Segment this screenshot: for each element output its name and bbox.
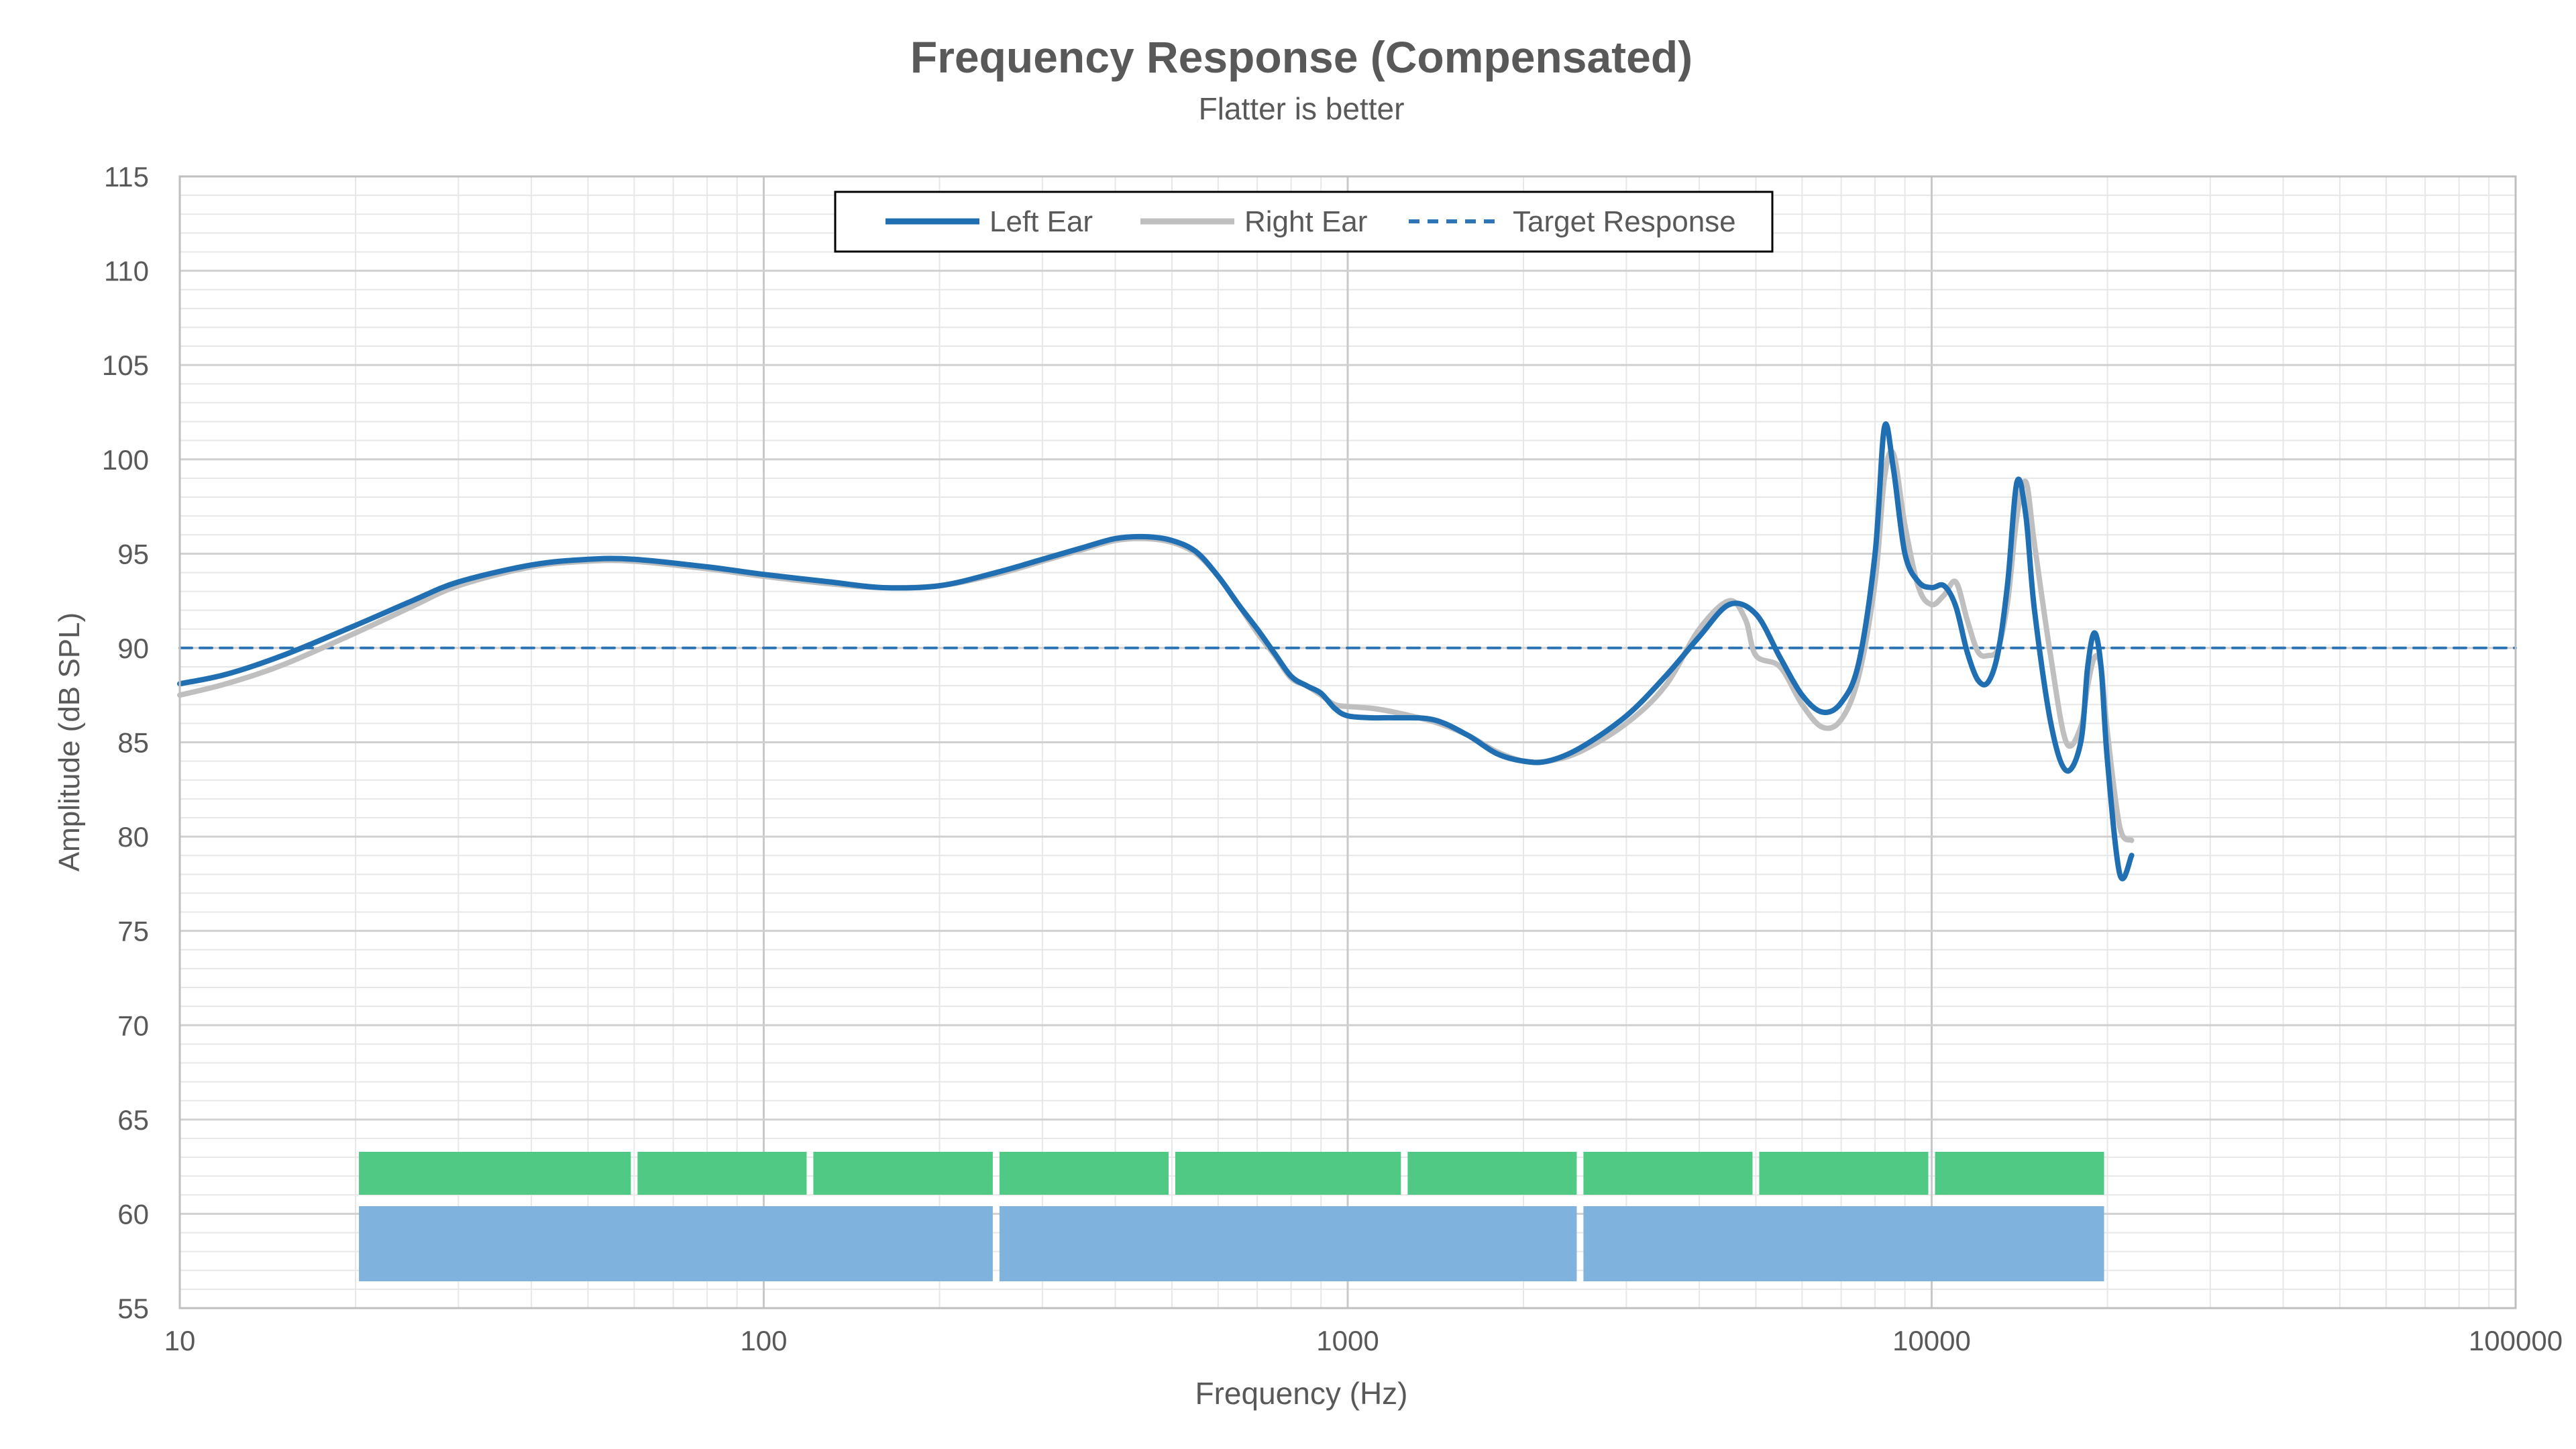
y-tick-label: 95 (117, 538, 149, 570)
x-tick-label: 100 (740, 1325, 787, 1356)
band-small-mid (1175, 1152, 1401, 1195)
y-tick-label: 55 (117, 1293, 149, 1324)
x-tick-label: 10000 (1892, 1325, 1971, 1356)
y-tick-label: 80 (117, 821, 149, 853)
legend: Left Ear Right Ear Target Response (834, 191, 1774, 253)
y-tick-label: 65 (117, 1104, 149, 1136)
band-small-high-mid (1407, 1152, 1577, 1195)
band-small-bass (637, 1152, 807, 1195)
chart-subtitle: Flatter is better (1199, 91, 1405, 126)
y-axis-ticks: 55 60 65 70 75 80 85 90 95 100 105 110 115 (102, 161, 149, 1324)
y-tick-label: 70 (117, 1010, 149, 1041)
frequency-bands (359, 1152, 2104, 1281)
x-axis-label: Frequency (Hz) (1195, 1376, 1408, 1411)
y-tick-label: 110 (104, 256, 149, 287)
legend-left-ear-label: Left Ear (989, 205, 1093, 238)
x-tick-label: 1000 (1316, 1325, 1379, 1356)
y-tick-label: 115 (104, 161, 149, 193)
band-small-low-bass (359, 1152, 631, 1195)
y-tick-label: 90 (117, 633, 149, 664)
legend-right-ear-label: Right Ear (1244, 205, 1367, 238)
band-large-bass (359, 1206, 993, 1281)
y-tick-label: 60 (117, 1198, 149, 1230)
y-tick-label: 100 (102, 444, 149, 476)
plot-area-border (178, 175, 2517, 1309)
band-large-mid (999, 1206, 1577, 1281)
y-tick-label: 75 (117, 916, 149, 947)
band-small-low-treble (1583, 1152, 1753, 1195)
chart-title: Frequency Response (Compensated) (910, 32, 1693, 82)
legend-box (834, 191, 1774, 253)
band-large-treble (1583, 1206, 2104, 1281)
x-tick-label: 100000 (2469, 1325, 2563, 1356)
band-small-low-mid (999, 1152, 1169, 1195)
y-axis-label: Amplitude (dB SPL) (53, 612, 86, 871)
band-small-treble (1759, 1152, 1929, 1195)
x-tick-label: 10 (164, 1325, 196, 1356)
x-axis-ticks: 10 100 1000 10000 100000 (164, 1325, 2563, 1356)
y-tick-label: 85 (117, 727, 149, 759)
series-line-left-ear (177, 421, 2135, 881)
band-small-high-treble (1935, 1152, 2104, 1195)
y-tick-label: 105 (102, 350, 149, 381)
series-lines (177, 421, 2517, 881)
legend-target-response-label: Target Response (1513, 205, 1736, 238)
band-small-high-bass (813, 1152, 993, 1195)
